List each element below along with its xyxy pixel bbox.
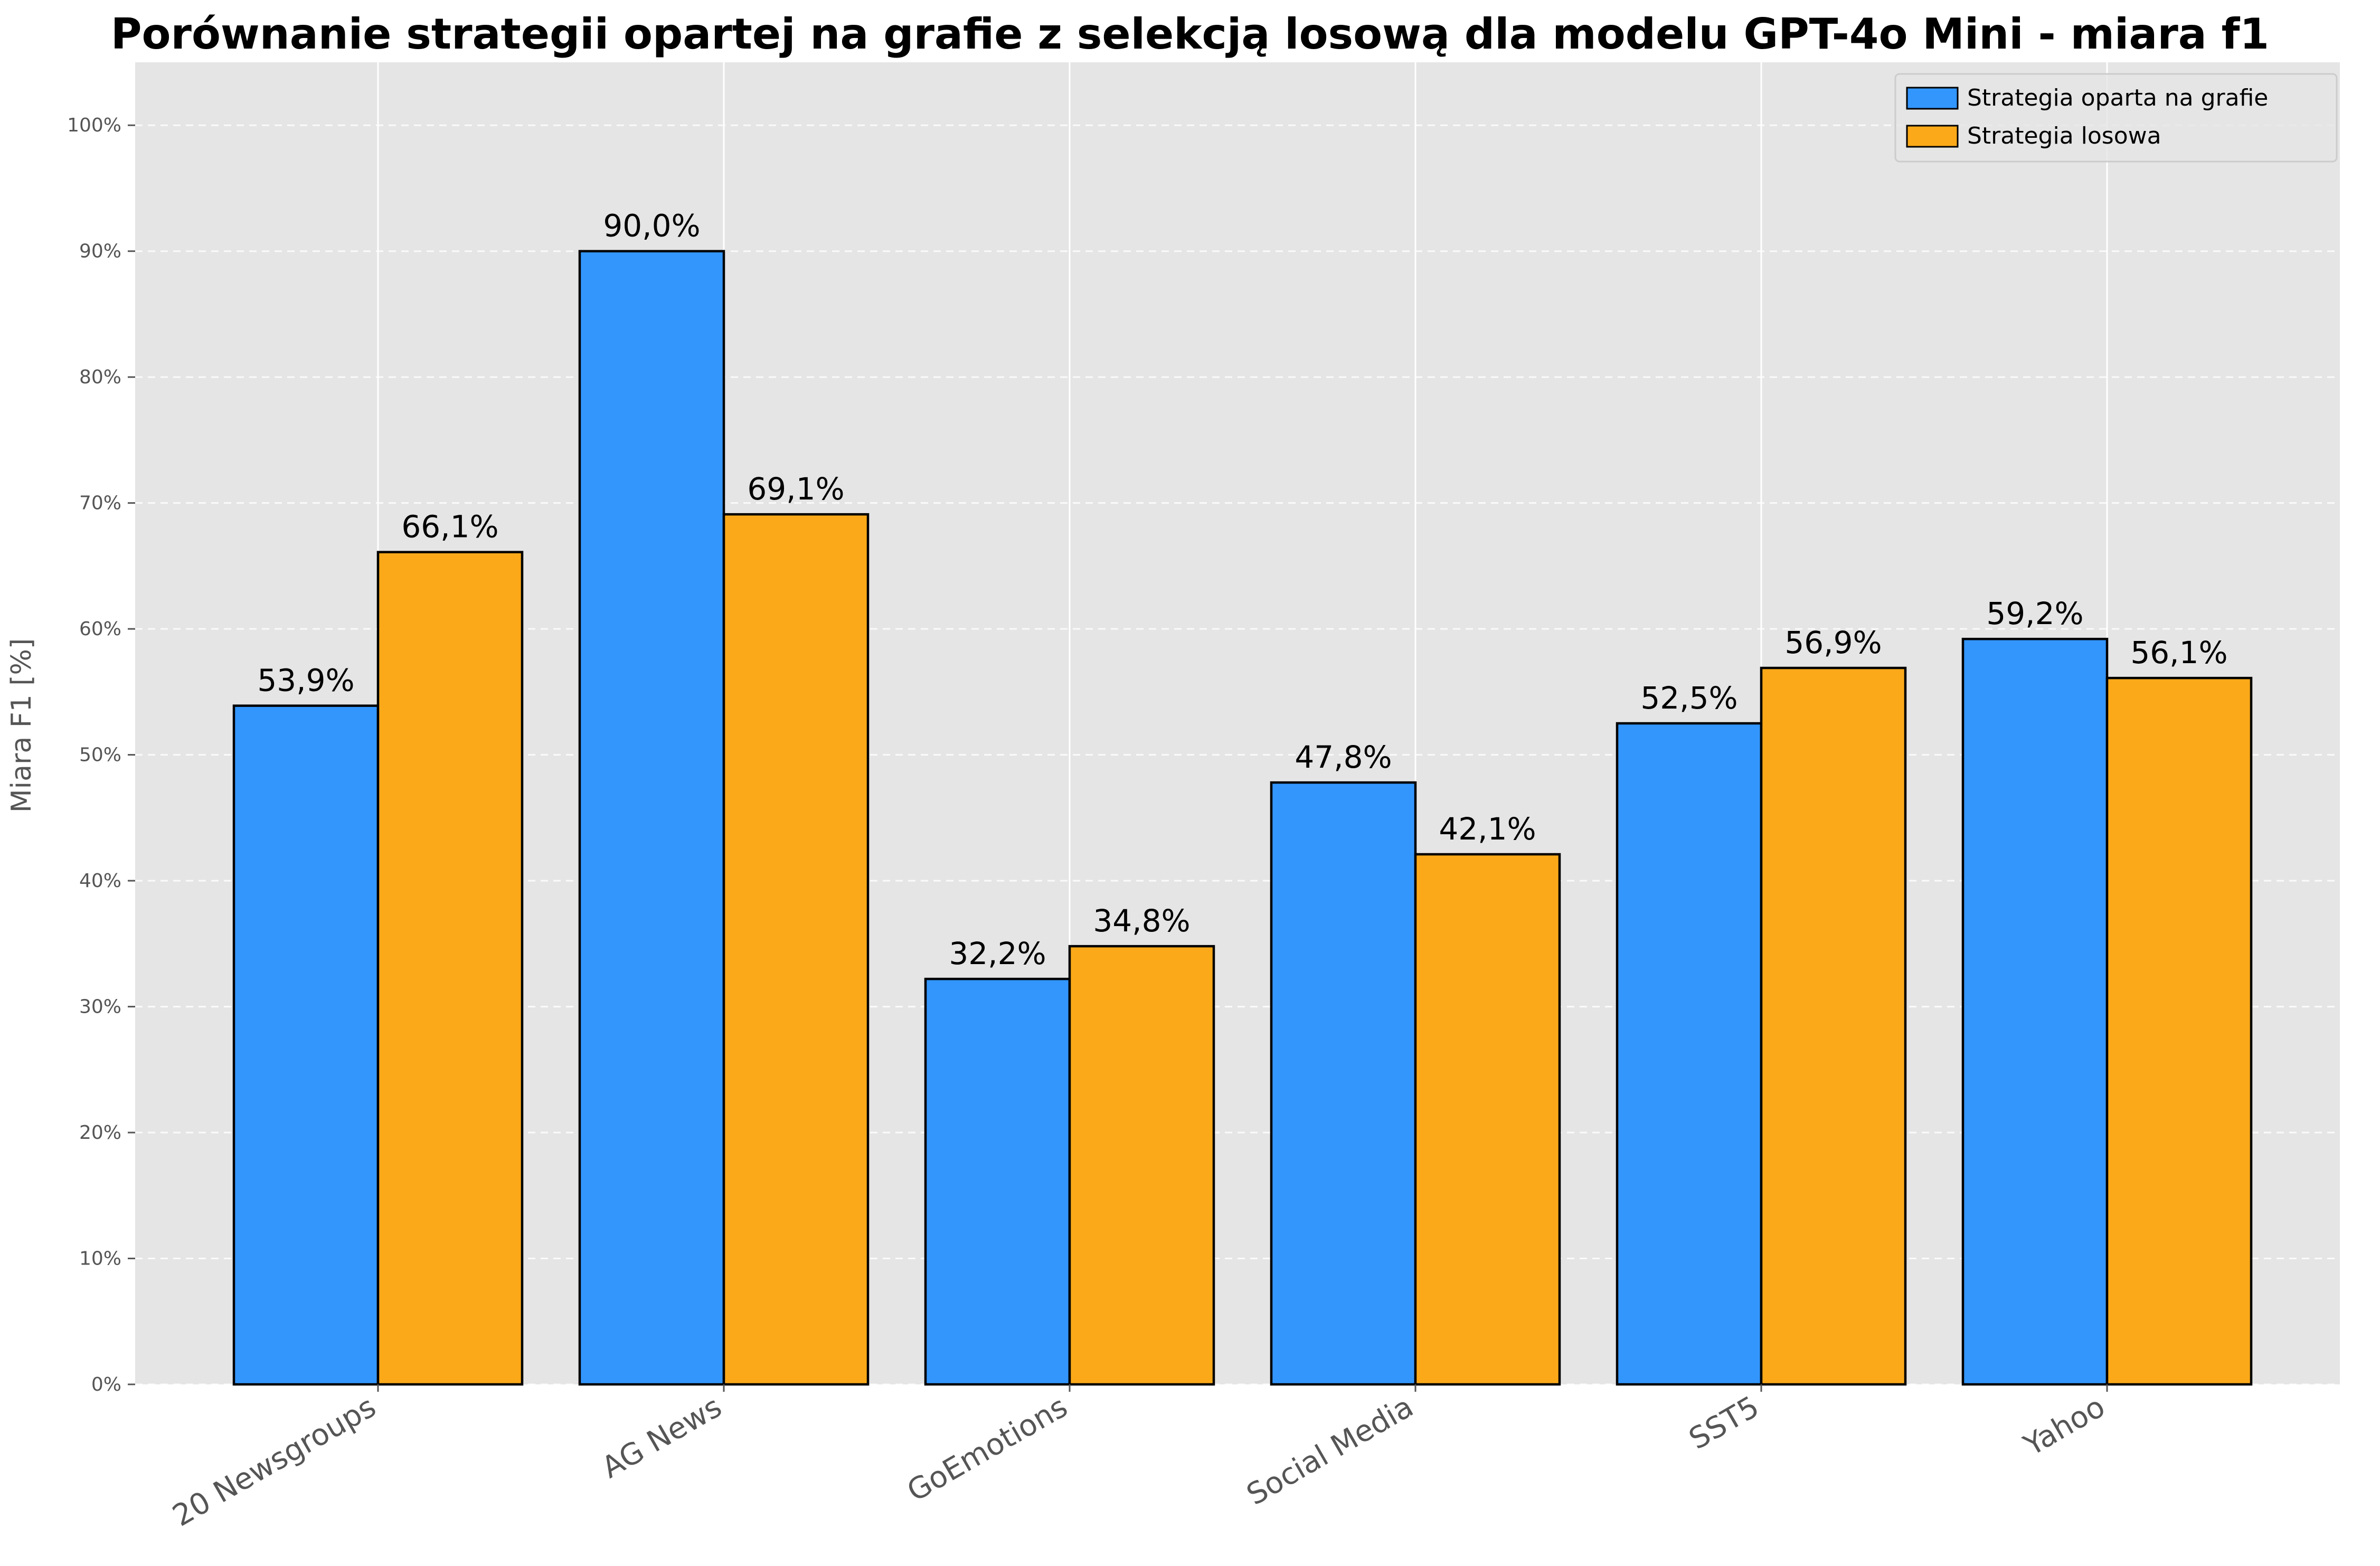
legend: Strategia oparta na grafie Strategia los… (1894, 73, 2338, 163)
data-labels: 53,9% 66,1% 90,0% 69,1% 32,2% 34,8% 47,8% 42,1%… (257, 208, 2227, 971)
y-tick-label: 40% (79, 870, 121, 892)
bar-graph (578, 250, 725, 1386)
y-tick-label: 80% (79, 366, 121, 388)
bar-graph (232, 704, 380, 1386)
y-tick-label: 30% (79, 996, 121, 1018)
y-axis-ticks: 0% 10% 20% 30% 40% 50% 60% 70% 80% 90% 100% (67, 115, 135, 1395)
x-tick-label: GoEmotions (902, 1390, 1073, 1508)
bar-graph (1270, 781, 1417, 1386)
y-tick-label: 70% (79, 493, 121, 514)
bar-graph (1616, 722, 1763, 1386)
data-label-graph: 59,2% (1986, 596, 2083, 631)
data-label-random: 56,1% (2130, 635, 2227, 671)
data-label-random: 66,1% (401, 509, 498, 545)
bar-graph (924, 977, 1071, 1386)
data-label-random: 56,9% (1784, 625, 1882, 661)
x-tick-label: Social Media (1241, 1390, 1419, 1512)
data-label-graph: 47,8% (1295, 739, 1392, 775)
legend-swatch-random (1906, 125, 1959, 148)
x-tick-label: AG News (596, 1390, 728, 1485)
y-tick-label: 60% (79, 618, 121, 640)
bar-random (722, 513, 870, 1386)
bar-random (2105, 676, 2253, 1386)
data-label-graph: 90,0% (603, 208, 700, 244)
y-tick-label: 10% (79, 1248, 121, 1270)
y-tick-label: 20% (79, 1122, 121, 1144)
chart-title: Porównanie strategii opartej na grafie z… (110, 10, 2270, 59)
bar-random (1760, 666, 1907, 1386)
bar-graph (1961, 637, 2109, 1386)
bar-random (376, 551, 524, 1386)
data-label-random: 34,8% (1093, 903, 1190, 939)
y-tick-label: 100% (67, 115, 121, 136)
y-tick-label: 90% (79, 241, 121, 262)
bar-random (1414, 853, 1561, 1386)
legend-box (1894, 73, 2338, 163)
legend-label-random: Strategia losowa (1967, 122, 2161, 149)
data-label-graph: 53,9% (257, 663, 354, 699)
x-tick-label: Yahoo (2018, 1390, 2111, 1463)
x-axis-ticks: 20 Newsgroups AG News GoEmotions Social Med… (167, 1384, 2111, 1533)
y-axis-label: Miara F1 [%] (6, 638, 37, 813)
bars (232, 250, 2253, 1386)
data-label-graph: 52,5% (1640, 680, 1737, 716)
y-tick-label: 50% (79, 744, 121, 766)
x-tick-label: SST5 (1683, 1390, 1765, 1457)
legend-label-graph: Strategia oparta na grafie (1967, 84, 2268, 111)
y-tick-label: 0% (91, 1374, 121, 1395)
legend-swatch-graph (1906, 87, 1959, 110)
x-tick-label: 20 Newsgroups (167, 1390, 382, 1533)
data-label-graph: 32,2% (949, 936, 1046, 971)
bar-random (1068, 945, 1215, 1386)
data-label-random: 69,1% (747, 471, 844, 507)
data-label-random: 42,1% (1439, 811, 1536, 847)
